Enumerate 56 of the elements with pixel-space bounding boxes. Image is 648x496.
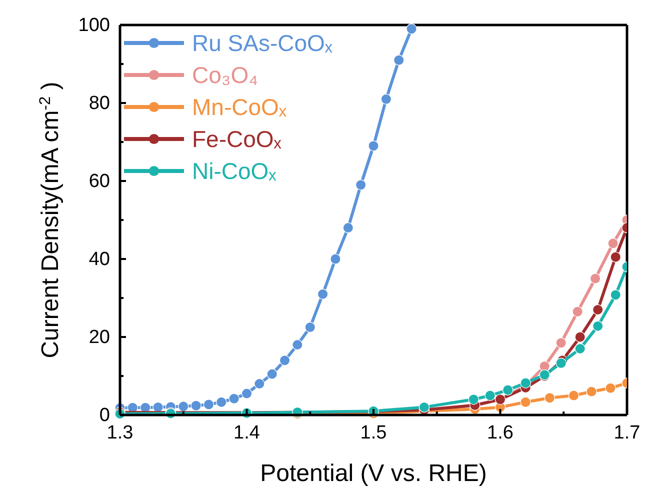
point <box>520 378 531 388</box>
legend-label: Ru SAs-CoOₓ <box>192 30 333 56</box>
point <box>279 355 290 366</box>
point <box>610 252 621 262</box>
point <box>368 140 379 152</box>
y-tick-label: 20 <box>88 327 110 348</box>
point <box>380 94 392 104</box>
point <box>406 24 417 34</box>
point <box>556 338 566 348</box>
y-tick-label: 80 <box>88 93 110 114</box>
point <box>216 396 227 408</box>
legend-label: Fe-CoOₓ <box>192 126 282 152</box>
y-tick-label: 60 <box>88 171 110 192</box>
point <box>502 384 514 396</box>
point <box>266 368 278 380</box>
point <box>608 238 618 249</box>
point <box>592 320 604 332</box>
point <box>394 54 404 66</box>
point <box>520 396 531 408</box>
point <box>418 402 430 413</box>
legend-label: Ni-CoOₓ <box>192 158 277 184</box>
point <box>568 390 580 401</box>
point <box>484 390 496 401</box>
point <box>574 332 586 342</box>
point <box>304 322 316 333</box>
point <box>292 339 303 350</box>
x-axis-title: Potential (V vs. RHE) <box>260 460 487 487</box>
point <box>590 273 601 284</box>
point <box>203 399 214 410</box>
point <box>254 378 265 390</box>
point <box>592 304 604 316</box>
y-tick-label: 100 <box>78 15 110 36</box>
point <box>556 358 566 368</box>
point <box>178 401 189 412</box>
point <box>342 222 354 234</box>
x-tick-label: 1.7 <box>614 422 640 444</box>
point <box>544 392 556 404</box>
point <box>355 180 366 190</box>
point <box>468 394 479 405</box>
point <box>228 393 240 404</box>
x-tick-label: 1.4 <box>234 422 260 444</box>
x-tick-label: 1.6 <box>487 422 514 444</box>
point <box>572 306 583 317</box>
legend-label: Mn-CoOₓ <box>192 94 287 120</box>
point <box>190 400 202 411</box>
point <box>574 343 586 354</box>
point <box>330 254 341 264</box>
point <box>241 388 252 399</box>
legend-label: Co₃O₄ <box>192 62 258 88</box>
point <box>152 402 164 413</box>
x-tick-label: 1.5 <box>360 422 387 444</box>
point <box>605 382 616 394</box>
point <box>317 288 328 300</box>
point <box>586 386 597 397</box>
y-tick-label: 40 <box>88 249 110 270</box>
point <box>610 290 621 300</box>
